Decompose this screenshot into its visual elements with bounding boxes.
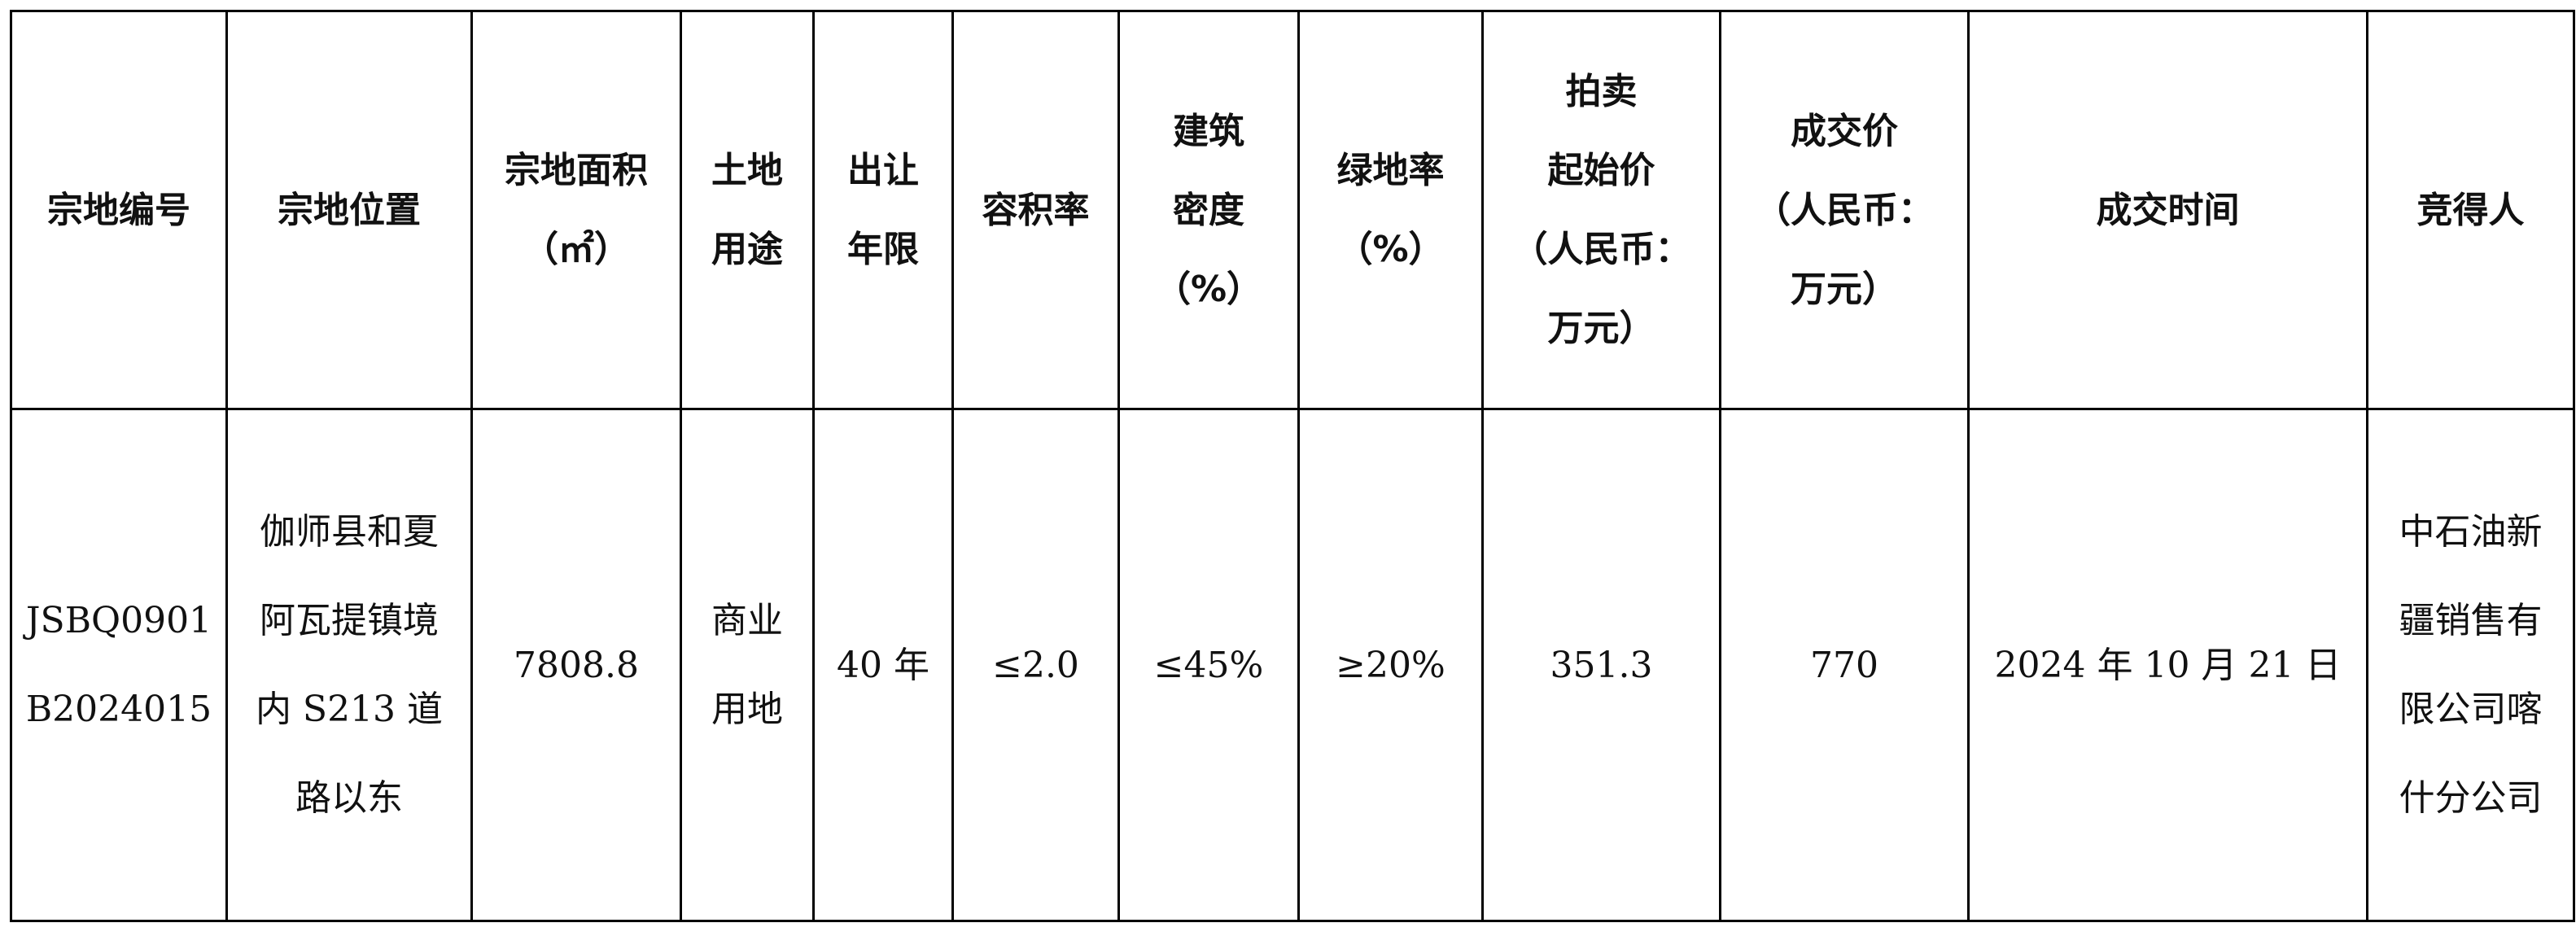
header-line: 拍卖 — [1565, 71, 1638, 112]
cell-line: ≤2.0 — [992, 644, 1079, 686]
cell-plot-ratio: ≤2.0 — [951, 408, 1120, 922]
header-starting-price: 拍卖起始价 （人民币： 万元） — [1481, 10, 1721, 410]
header-line: 万元） — [1791, 268, 1898, 310]
header-line: 宗地面积 — [505, 150, 648, 191]
header-parcel-id: 宗地编号 — [10, 10, 228, 410]
cell-line: 疆销售有 — [2399, 600, 2543, 641]
header-winner: 竞得人 — [2366, 10, 2575, 410]
header-parcel-area: 宗地面积 （㎡） — [470, 10, 682, 410]
header-line: （人民币： — [1755, 189, 1934, 231]
header-deal-date: 成交时间 — [1967, 10, 2368, 410]
header-line: 万元） — [1547, 308, 1655, 349]
cell-line: 路以东 — [295, 777, 403, 819]
header-line: （人民币： — [1511, 229, 1691, 270]
header-line: 宗地位置 — [278, 189, 421, 231]
header-land-use: 土地 用途 — [680, 10, 815, 410]
cell-line: ≤45% — [1153, 644, 1264, 686]
header-building-density: 建筑密度 （%） — [1117, 10, 1300, 410]
header-line: 成交价 — [1791, 110, 1898, 152]
cell-line: 什分公司 — [2399, 777, 2543, 819]
cell-line: 770 — [1810, 644, 1878, 686]
cell-parcel-id: JSBQ0901 B2024015 — [10, 408, 228, 922]
header-line: （%） — [1154, 268, 1263, 310]
cell-line: 7808.8 — [514, 644, 639, 686]
cell-deal-price: 770 — [1719, 408, 1970, 922]
cell-line: B2024015 — [25, 689, 212, 730]
header-term: 出让 年限 — [812, 10, 954, 410]
header-line: （㎡） — [523, 229, 630, 270]
header-line: 成交时间 — [2096, 189, 2240, 231]
cell-building-density: ≤45% — [1117, 408, 1300, 922]
header-line: 密度 — [1173, 189, 1244, 231]
cell-green-ratio: ≥20% — [1297, 408, 1484, 922]
header-line: 竞得人 — [2416, 189, 2525, 231]
cell-term: 40 年 — [812, 408, 954, 922]
cell-line: 40 年 — [837, 644, 929, 686]
header-line: 土地 — [711, 150, 783, 191]
header-row: 宗地编号 宗地位置 宗地面积 （㎡） 土地 用途 出让 年限 容积率 建筑 密度 （%） 绿地率 （%）拍… — [10, 10, 2575, 410]
header-line: 宗地编号 — [47, 189, 190, 231]
cell-parcel-location: 伽师县和夏阿瓦提镇境内 S213 道路以东 — [225, 408, 473, 922]
cell-starting-price: 351.3 — [1481, 408, 1721, 922]
header-line: 用途 — [711, 229, 783, 270]
header-green-ratio: 绿地率 （%） — [1297, 10, 1484, 410]
land-auction-table: 宗地编号 宗地位置 宗地面积 （㎡） 土地 用途 出让 年限 容积率 建筑 密度 （%） 绿地率 （%）拍… — [10, 10, 2575, 922]
header-line: 年限 — [847, 229, 919, 270]
cell-winner: 中石油新疆销售有限公司喀什分公司 — [2366, 408, 2575, 922]
header-line: 容积率 — [982, 189, 1090, 231]
cell-line: 伽师县和夏 — [260, 511, 439, 553]
header-line: 建筑 — [1173, 110, 1244, 152]
cell-line: 2024 年 10 月 21 日 — [1994, 644, 2342, 686]
cell-line: 用地 — [711, 689, 783, 730]
cell-line: 商业 — [711, 600, 783, 641]
cell-line: ≥20% — [1336, 644, 1445, 686]
header-plot-ratio: 容积率 — [951, 10, 1120, 410]
cell-line: JSBQ0901 — [25, 600, 212, 641]
header-line: 出让 — [847, 150, 919, 191]
cell-line: 351.3 — [1550, 644, 1653, 686]
cell-parcel-area: 7808.8 — [470, 408, 682, 922]
cell-land-use: 商业 用地 — [680, 408, 815, 922]
cell-line: 内 S213 道 — [255, 689, 444, 730]
header-line: 绿地率 — [1336, 150, 1445, 191]
cell-line: 中石油新 — [2399, 511, 2543, 553]
table-row: JSBQ0901 B2024015 伽师县和夏阿瓦提镇境内 S213 道路以东 780… — [10, 408, 2575, 922]
header-parcel-location: 宗地位置 — [225, 10, 473, 410]
header-line: 起始价 — [1547, 150, 1655, 191]
cell-deal-date: 2024 年 10 月 21 日 — [1967, 408, 2368, 922]
cell-line: 限公司喀 — [2399, 689, 2543, 730]
cell-line: 阿瓦提镇境 — [260, 600, 439, 641]
header-line: （%） — [1336, 229, 1445, 270]
header-deal-price: 成交价 （人民币： 万元） — [1719, 10, 1970, 410]
